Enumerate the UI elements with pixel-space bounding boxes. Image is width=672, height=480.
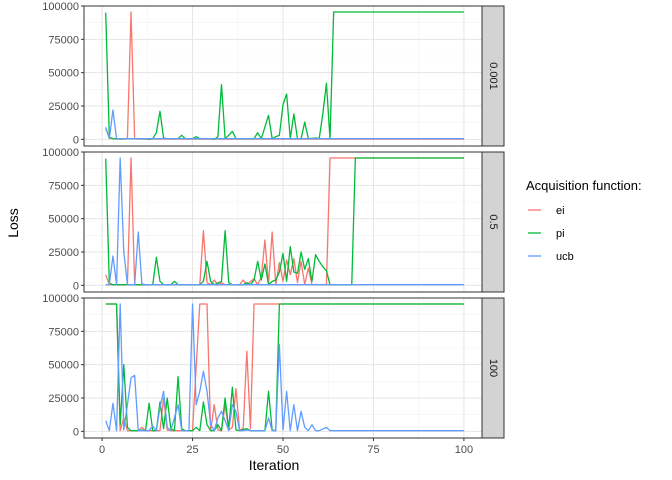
y-tick-label: 0 bbox=[73, 134, 79, 146]
y-tick-label: 25000 bbox=[48, 393, 79, 405]
series-line-ei bbox=[105, 157, 464, 286]
x-tick-label: 50 bbox=[277, 444, 289, 456]
y-tick-label: 50000 bbox=[48, 360, 79, 372]
y-tick-label: 0 bbox=[73, 280, 79, 292]
y-tick-label: 100000 bbox=[42, 293, 79, 305]
y-tick-label: 50000 bbox=[48, 214, 79, 226]
legend-label-ucb: ucb bbox=[556, 251, 574, 263]
y-tick-label: 75000 bbox=[48, 180, 79, 192]
x-tick-label: 0 bbox=[99, 444, 105, 456]
y-tick-label: 50000 bbox=[48, 68, 79, 80]
x-tick-label: 100 bbox=[455, 444, 473, 456]
facet-strip bbox=[481, 5, 505, 147]
legend: Acquisition function: ei pi ucb bbox=[526, 178, 642, 265]
y-tick-label: 100000 bbox=[42, 147, 79, 159]
series-line-ucb bbox=[105, 109, 464, 140]
x-axis-title: Iteration bbox=[249, 457, 300, 473]
legend-label-pi: pi bbox=[556, 228, 565, 240]
y-tick-label: 75000 bbox=[48, 326, 79, 338]
x-tick-label: 75 bbox=[367, 444, 379, 456]
series-line-pi bbox=[105, 157, 464, 286]
y-tick-label: 100000 bbox=[42, 1, 79, 13]
series-line-ucb bbox=[105, 157, 464, 286]
series-line-ei bbox=[105, 11, 464, 140]
facet-strip bbox=[481, 297, 505, 439]
panels-layer: 0.00102500050000750001000000.50250005000… bbox=[42, 1, 505, 456]
y-tick-label: 25000 bbox=[48, 101, 79, 113]
facet-strip-label: 0.001 bbox=[487, 62, 499, 90]
x-tick-label: 25 bbox=[186, 444, 198, 456]
facet-strip bbox=[481, 151, 505, 293]
panel-1: 0.5 0 25000 50000 75000 100000 bbox=[42, 147, 505, 293]
y-tick-label: 0 bbox=[73, 426, 79, 438]
legend-label-ei: ei bbox=[556, 205, 565, 217]
legend-title: Acquisition function: bbox=[526, 178, 642, 193]
y-tick-label: 75000 bbox=[48, 34, 79, 46]
series-line-ucb bbox=[105, 303, 464, 432]
facet-strip-label: 100 bbox=[487, 359, 499, 377]
facet-strip-label: 0.5 bbox=[487, 214, 499, 229]
y-tick-label: 25000 bbox=[48, 247, 79, 259]
y-axis-title: Loss bbox=[5, 208, 21, 238]
legend-items: ei pi ucb bbox=[526, 202, 574, 265]
panel-2: 100 0 25000 50000 75000 100000 0 25 50 75 100 bbox=[42, 293, 505, 456]
series-line-pi bbox=[105, 11, 464, 140]
panel-0: 0.001 0 25000 50000 75000 100000 bbox=[42, 1, 505, 147]
